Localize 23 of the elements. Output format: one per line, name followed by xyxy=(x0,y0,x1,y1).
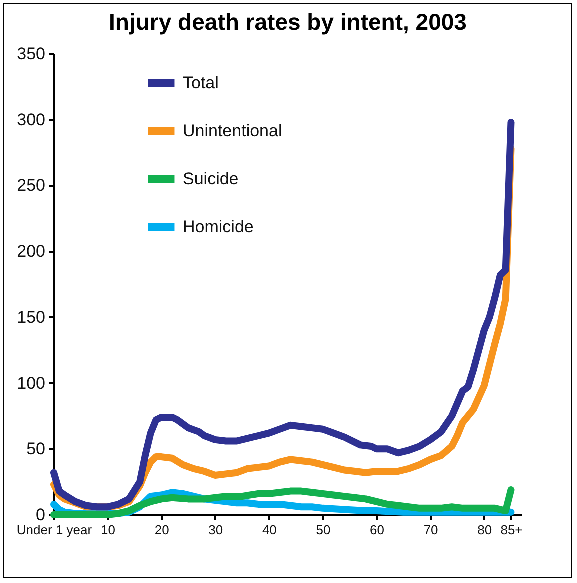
y-tick-label: 0 xyxy=(36,506,46,524)
x-tick-label: 40 xyxy=(262,522,277,538)
x-tick-label: 30 xyxy=(208,522,224,538)
x-tick-label: 85+ xyxy=(500,522,523,538)
y-tick-label: 350 xyxy=(17,44,46,64)
y-tick-label: 250 xyxy=(17,176,46,196)
x-tick-label: 10 xyxy=(101,522,116,538)
legend-label: Homicide xyxy=(183,218,254,236)
x-tick-label: 60 xyxy=(370,522,384,538)
y-tick-label: 100 xyxy=(17,374,46,393)
legend-label: Unintentional xyxy=(183,122,282,140)
x-tick-label: Under 1 year xyxy=(16,522,93,538)
x-tick-label: 70 xyxy=(424,522,438,538)
legend-label: Total xyxy=(183,74,219,92)
x-tick-label: 50 xyxy=(316,522,331,538)
chart-title: Injury death rates by intent, 2003 xyxy=(109,9,467,35)
y-tick-label: 150 xyxy=(17,308,46,327)
y-tick-label: 200 xyxy=(17,242,46,262)
x-tick-label: 80 xyxy=(478,522,492,538)
x-tick-label: 20 xyxy=(154,522,170,538)
legend-label: Suicide xyxy=(183,170,239,188)
y-tick-label: 50 xyxy=(26,440,46,459)
y-tick-label: 300 xyxy=(17,110,46,130)
